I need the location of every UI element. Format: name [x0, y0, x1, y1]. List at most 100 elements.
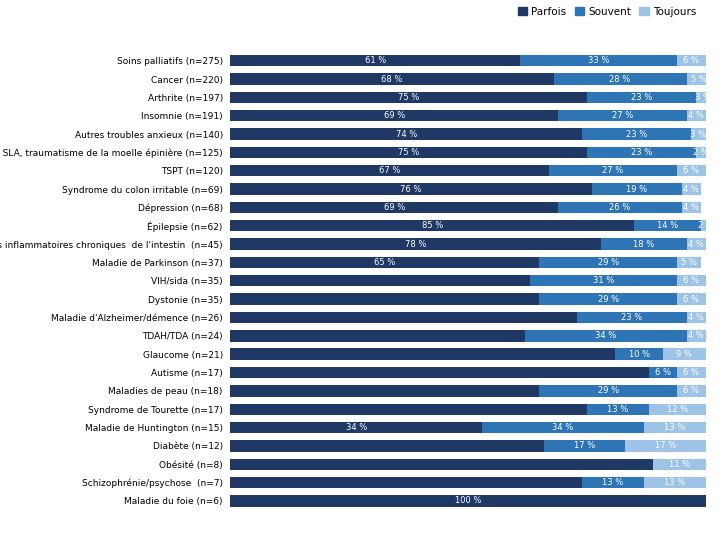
Text: 13 %: 13 %	[607, 404, 629, 414]
Bar	[230, 275, 530, 287]
Text: 27 %: 27 %	[603, 166, 624, 176]
Text: 3 %: 3 %	[696, 93, 711, 102]
Bar	[677, 385, 706, 396]
Text: 13 %: 13 %	[603, 478, 624, 487]
Text: 85 %: 85 %	[422, 221, 443, 230]
Text: 17 %: 17 %	[574, 441, 595, 450]
Text: 19 %: 19 %	[626, 185, 647, 193]
Bar	[230, 312, 577, 323]
Bar	[625, 440, 706, 451]
Bar	[230, 477, 582, 488]
Bar	[539, 293, 677, 305]
Text: 75 %: 75 %	[398, 148, 419, 157]
Bar	[230, 55, 521, 66]
Text: 13 %: 13 %	[664, 478, 685, 487]
Bar	[230, 422, 482, 433]
Bar	[230, 110, 558, 122]
Text: 26 %: 26 %	[609, 203, 631, 212]
Bar	[525, 330, 687, 341]
Text: 78 %: 78 %	[405, 240, 426, 248]
Text: 12 %: 12 %	[667, 404, 688, 414]
Text: 5 %: 5 %	[681, 258, 697, 267]
Bar	[558, 202, 682, 213]
Text: 69 %: 69 %	[384, 203, 405, 212]
Text: 34 %: 34 %	[552, 423, 574, 432]
Text: 74 %: 74 %	[395, 130, 417, 139]
Bar	[230, 385, 539, 396]
Bar	[230, 403, 587, 415]
Bar	[230, 92, 587, 103]
Text: 6 %: 6 %	[683, 166, 699, 176]
Text: 23 %: 23 %	[626, 130, 647, 139]
Text: 34 %: 34 %	[595, 332, 616, 340]
Bar	[644, 422, 706, 433]
Bar	[539, 256, 677, 268]
Text: 6 %: 6 %	[683, 295, 699, 303]
Bar	[230, 220, 634, 232]
Bar	[539, 385, 677, 396]
Bar	[482, 422, 644, 433]
Bar	[582, 129, 691, 140]
Bar	[601, 239, 687, 250]
Text: 14 %: 14 %	[657, 221, 678, 230]
Text: 33 %: 33 %	[588, 56, 609, 65]
Text: 4 %: 4 %	[688, 313, 704, 322]
Text: 2 %: 2 %	[693, 148, 708, 157]
Bar	[521, 55, 677, 66]
Bar	[230, 73, 554, 85]
Text: 27 %: 27 %	[612, 111, 633, 120]
Bar	[677, 256, 701, 268]
Bar	[677, 165, 706, 177]
Text: 11 %: 11 %	[669, 460, 690, 469]
Text: 100 %: 100 %	[455, 496, 481, 505]
Bar	[230, 129, 582, 140]
Bar	[649, 367, 677, 378]
Text: 23 %: 23 %	[631, 93, 652, 102]
Text: 4 %: 4 %	[683, 185, 699, 193]
Bar	[230, 239, 601, 250]
Bar	[687, 110, 706, 122]
Bar	[230, 367, 649, 378]
Text: 4 %: 4 %	[688, 111, 704, 120]
Bar	[677, 275, 706, 287]
Bar	[696, 92, 711, 103]
Text: 67 %: 67 %	[379, 166, 400, 176]
Bar	[577, 312, 687, 323]
Bar	[663, 348, 706, 360]
Text: 68 %: 68 %	[382, 75, 402, 84]
Text: 29 %: 29 %	[598, 295, 618, 303]
Bar	[682, 184, 701, 195]
Text: 10 %: 10 %	[629, 350, 649, 359]
Bar	[554, 73, 687, 85]
Bar	[687, 330, 706, 341]
Bar	[230, 330, 525, 341]
Text: 65 %: 65 %	[374, 258, 395, 267]
Bar	[677, 293, 706, 305]
Text: 18 %: 18 %	[633, 240, 654, 248]
Bar	[677, 367, 706, 378]
Text: 6 %: 6 %	[683, 56, 699, 65]
Text: 6 %: 6 %	[683, 368, 699, 377]
Bar	[616, 348, 663, 360]
Text: 17 %: 17 %	[654, 441, 676, 450]
Bar	[587, 92, 696, 103]
Bar	[230, 256, 539, 268]
Bar	[587, 147, 696, 158]
Bar	[696, 147, 706, 158]
Text: 29 %: 29 %	[598, 386, 618, 395]
Text: 69 %: 69 %	[384, 111, 405, 120]
Bar	[653, 458, 706, 470]
Text: 76 %: 76 %	[400, 185, 422, 193]
Bar	[230, 184, 592, 195]
Text: 4 %: 4 %	[688, 240, 704, 248]
Text: 23 %: 23 %	[631, 148, 652, 157]
Text: 4 %: 4 %	[688, 332, 704, 340]
Text: 9 %: 9 %	[676, 350, 692, 359]
Text: 75 %: 75 %	[398, 93, 419, 102]
Bar	[230, 202, 558, 213]
Bar	[549, 165, 677, 177]
Text: 6 %: 6 %	[683, 276, 699, 285]
Bar	[634, 220, 701, 232]
Bar	[558, 110, 687, 122]
Bar	[682, 202, 701, 213]
